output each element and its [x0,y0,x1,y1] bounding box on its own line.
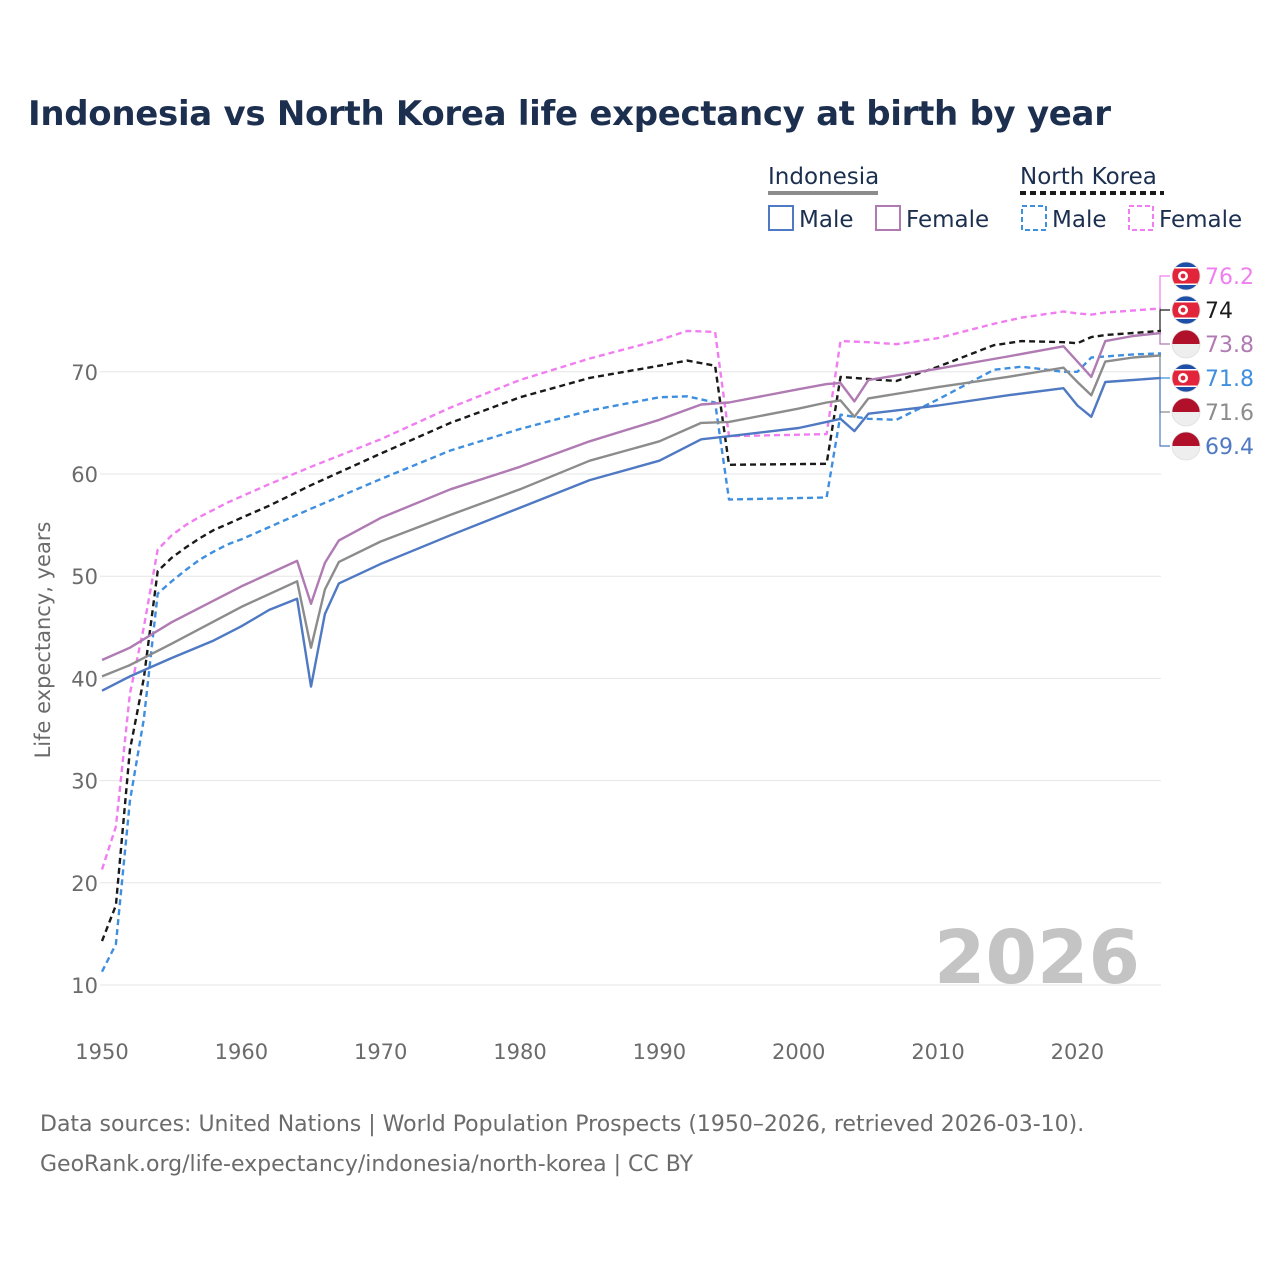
x-tick-label: 2000 [772,1040,825,1064]
y-axis-label: Life expectancy, years [31,522,55,759]
y-tick-label: 70 [71,361,98,385]
indonesia-flag-icon [1171,431,1201,461]
end-label-id-both: 71.6 [1205,401,1254,426]
source-line-2[interactable]: GeoRank.org/life-expectancy/indonesia/no… [40,1152,694,1177]
north-korea-flag-icon [1171,363,1201,393]
y-tick-label: 50 [71,565,98,589]
series-lines [100,307,1162,973]
chart-title: Indonesia vs North Korea life expectancy… [28,94,1111,134]
y-axis-ticks: 10 20 30 40 50 60 70 [71,361,98,998]
legend-group-indonesia: Indonesia [768,164,879,190]
legend-north-korea-male-swatch[interactable] [1021,205,1047,231]
source-line-1: Data sources: United Nations | World Pop… [40,1112,1085,1137]
end-label-id-male: 69.4 [1205,435,1254,460]
x-tick-label: 1950 [75,1040,128,1064]
series-line-id-female[interactable] [101,331,1162,662]
north-korea-flag-icon [1171,261,1201,291]
x-tick-label: 2010 [911,1040,964,1064]
y-tick-label: 40 [71,667,98,691]
legend-north-korea-male-label[interactable]: Male [1052,207,1106,233]
legend-indonesia-female-swatch[interactable] [875,205,901,231]
y-tick-label: 10 [71,974,98,998]
year-watermark: 2026 [934,915,1140,1001]
legend-group-north-korea: North Korea [1020,164,1157,190]
legend[interactable]: Indonesia Male Female North Korea Male F… [768,164,1242,233]
x-tick-label: 1970 [354,1040,407,1064]
legend-north-korea-female-swatch[interactable] [1128,205,1154,231]
x-tick-label: 2020 [1051,1040,1104,1064]
label-connector-id-both [1159,354,1170,413]
y-tick-label: 20 [71,872,98,896]
end-labels: 76.2 74 73.8 71.8 71.6 69.4 [1159,261,1254,461]
legend-indonesia-female-label[interactable]: Female [906,207,989,233]
x-tick-label: 1980 [493,1040,546,1064]
end-label-nk-both: 74 [1205,299,1233,324]
series-line-id-male[interactable] [101,376,1162,692]
label-connector-nk-female [1159,275,1170,309]
source-note: Data sources: United Nations | World Pop… [40,1105,1084,1185]
x-tick-label: 1990 [633,1040,686,1064]
end-label-nk-female: 76.2 [1205,265,1254,290]
indonesia-flag-icon [1171,397,1201,427]
end-label-nk-male: 71.8 [1205,367,1254,392]
series-line-nk-female[interactable] [100,307,1162,870]
y-tick-label: 60 [71,463,98,487]
label-connector-nk-male [1159,352,1170,379]
series-line-nk-male[interactable] [100,352,1162,973]
end-label-id-female: 73.8 [1205,333,1254,358]
y-tick-label: 30 [71,770,98,794]
legend-indonesia-male-swatch[interactable] [768,205,794,231]
x-tick-label: 1960 [215,1040,268,1064]
label-connector-id-male [1159,377,1170,447]
indonesia-flag-icon [1171,329,1201,359]
x-axis-ticks: 1950 1960 1970 1980 1990 2000 2010 2020 [75,1040,1104,1064]
series-line-nk-both[interactable] [100,329,1162,942]
north-korea-flag-icon [1171,295,1201,325]
label-connector-id-female [1159,332,1170,345]
legend-indonesia-male-label[interactable]: Male [799,207,853,233]
legend-north-korea-female-label[interactable]: Female [1159,207,1242,233]
label-connector-nk-both [1159,309,1170,332]
grid-lines [100,371,1161,986]
series-line-id-both[interactable] [101,354,1162,678]
